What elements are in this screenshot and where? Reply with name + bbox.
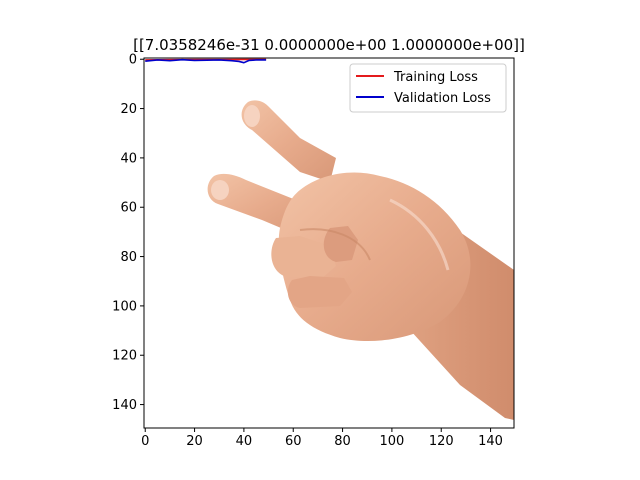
legend-box [349, 63, 507, 113]
thumb-shape [323, 226, 358, 262]
hand-photo [207, 100, 514, 420]
x-axis-ticks: 0 20 40 60 80 100 120 140 [141, 428, 503, 449]
x-tick-label: 120 [429, 434, 454, 449]
curled-finger-1 [271, 236, 336, 280]
axes: 0 20 40 60 80 100 120 140 0 20 40 60 80 100 120 140 [112, 53, 515, 449]
x-tick-label: 20 [186, 434, 203, 449]
legend: Training Loss Validation Loss [349, 63, 507, 113]
x-tick-label: 100 [379, 434, 404, 449]
series-layer [145, 58, 267, 64]
y-tick-label: 100 [112, 299, 137, 314]
y-tick-label: 80 [120, 250, 137, 265]
y-tick-label: 120 [112, 349, 137, 364]
x-tick-label: 60 [285, 434, 302, 449]
x-tick-label: 140 [478, 434, 503, 449]
y-axis-ticks: 0 20 40 60 80 100 120 140 [112, 53, 144, 413]
axes-frame [143, 57, 515, 429]
y-tick-label: 40 [120, 151, 137, 166]
y-tick-label: 60 [120, 201, 137, 216]
knuckle-shading [299, 228, 371, 261]
y-tick-label: 0 [129, 53, 137, 68]
index-finger-shape [241, 100, 336, 182]
x-tick-label: 80 [334, 434, 351, 449]
x-tick-label: 40 [236, 434, 253, 449]
y-tick-label: 20 [120, 102, 137, 117]
series-line-validation-loss [145, 58, 267, 64]
y-tick-label: 140 [112, 398, 137, 413]
chart-title: [[7.0358246e-31 0.0000000e+00 1.0000000e… [133, 36, 525, 54]
watermark-streak [389, 198, 450, 271]
legend-label-training-loss: Training Loss [393, 70, 478, 85]
x-tick-label: 0 [141, 434, 149, 449]
index-fingernail [244, 105, 260, 127]
legend-label-validation-loss: Validation Loss [394, 91, 491, 106]
middle-fingernail [211, 180, 229, 200]
curled-finger-2 [287, 276, 352, 308]
